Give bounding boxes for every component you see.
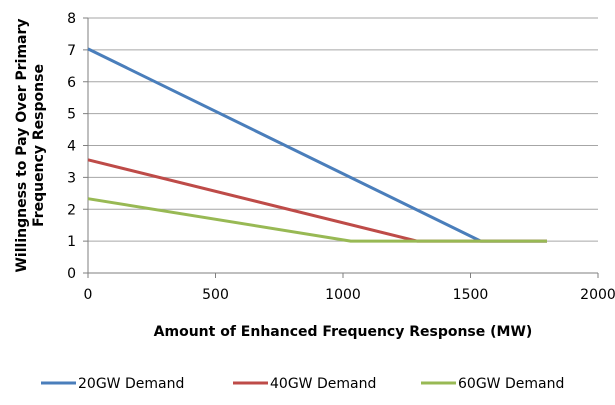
tick-labels: 0 1 2 3 4 5 6 7 8 0 500 1000 1500 2000 [67, 11, 615, 303]
x-tick-label: 1500 [453, 287, 489, 303]
legend-label-2: 40GW Demand [270, 376, 376, 392]
series-line-3 [87, 197, 547, 243]
gridlines [88, 17, 598, 242]
y-tick-label: 0 [67, 266, 76, 282]
y-tick-label: 1 [67, 234, 76, 250]
legend-label-3: 60GW Demand [458, 376, 564, 392]
y-tick-label: 3 [67, 170, 76, 186]
y-tick-label: 7 [67, 43, 76, 59]
legend-label-1: 20GW Demand [78, 376, 184, 392]
y-tick-label: 2 [67, 202, 76, 218]
y-tick-label: 4 [67, 139, 76, 155]
series-line-2 [87, 158, 547, 243]
x-tick-label: 0 [84, 287, 93, 303]
series-lines [87, 47, 547, 243]
axes [83, 17, 599, 278]
x-tick-label: 500 [202, 287, 229, 303]
y-tick-label: 5 [67, 107, 76, 123]
y-tick-label: 8 [67, 11, 76, 27]
x-tick-label: 2000 [580, 287, 615, 303]
x-axis-title: Amount of Enhanced Frequency Response (M… [154, 324, 533, 340]
legend: 20GW Demand 40GW Demand 60GW Demand [41, 376, 564, 392]
y-axis-title: Willingness to Pay Over PrimaryFrequency… [14, 18, 47, 272]
x-tick-label: 1000 [325, 287, 361, 303]
y-tick-label: 6 [67, 75, 76, 91]
